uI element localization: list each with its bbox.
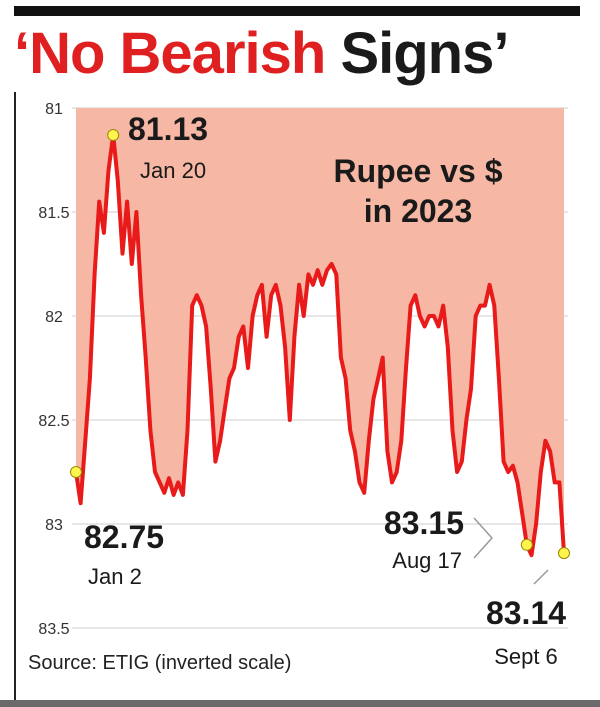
source-note: Source: ETIG (inverted scale) (28, 652, 292, 674)
marker-sept-6 (558, 547, 570, 560)
y-tick-label: 81.5 (38, 205, 69, 222)
date-label-jan-2: Jan 2 (88, 564, 142, 589)
y-tick-label: 83.5 (38, 621, 69, 638)
marker-jan-2 (70, 466, 82, 478)
header-bar (14, 6, 580, 16)
bottom-strip (0, 700, 600, 707)
data-markers (70, 129, 570, 560)
date-label-aug-17: Aug 17 (392, 548, 462, 573)
date-label-sept-6: Sept 6 (494, 644, 558, 669)
area-fill (76, 108, 564, 556)
title-red-part: ‘No Bearish (14, 21, 341, 86)
value-label-jan-20: 81.13 (128, 111, 208, 147)
value-label-sept-6: 83.14 (486, 595, 566, 631)
y-tick-label: 82.5 (38, 413, 69, 430)
chart-title-line-1: Rupee vs $ (334, 153, 503, 189)
left-frame-line (14, 92, 16, 700)
series-line-rupee (74, 133, 566, 558)
y-tick-label: 83 (45, 517, 63, 534)
marker-aug-17 (520, 538, 533, 551)
page-title: ‘No Bearish Signs’ (14, 14, 584, 94)
value-label-jan-2: 82.75 (84, 519, 164, 555)
value-label-aug-17: 83.15 (384, 505, 464, 541)
y-tick-labels: 81 81.5 82 82.5 83 83.5 (38, 101, 69, 638)
callout-sept-6 (533, 569, 549, 585)
callout-lines (473, 517, 549, 585)
chart-title-line-2: in 2023 (364, 193, 473, 229)
y-tick-label: 81 (45, 101, 63, 118)
title-black-part: Signs’ (340, 21, 509, 86)
callout-aug-17 (473, 517, 494, 559)
date-label-jan-20: Jan 20 (140, 158, 206, 183)
y-tick-label: 82 (45, 309, 63, 326)
marker-jan-20 (107, 129, 120, 142)
annotation-labels: 81.13 Jan 20 82.75 Jan 2 83.15 Aug 17 83.14 Sep… (84, 111, 566, 669)
